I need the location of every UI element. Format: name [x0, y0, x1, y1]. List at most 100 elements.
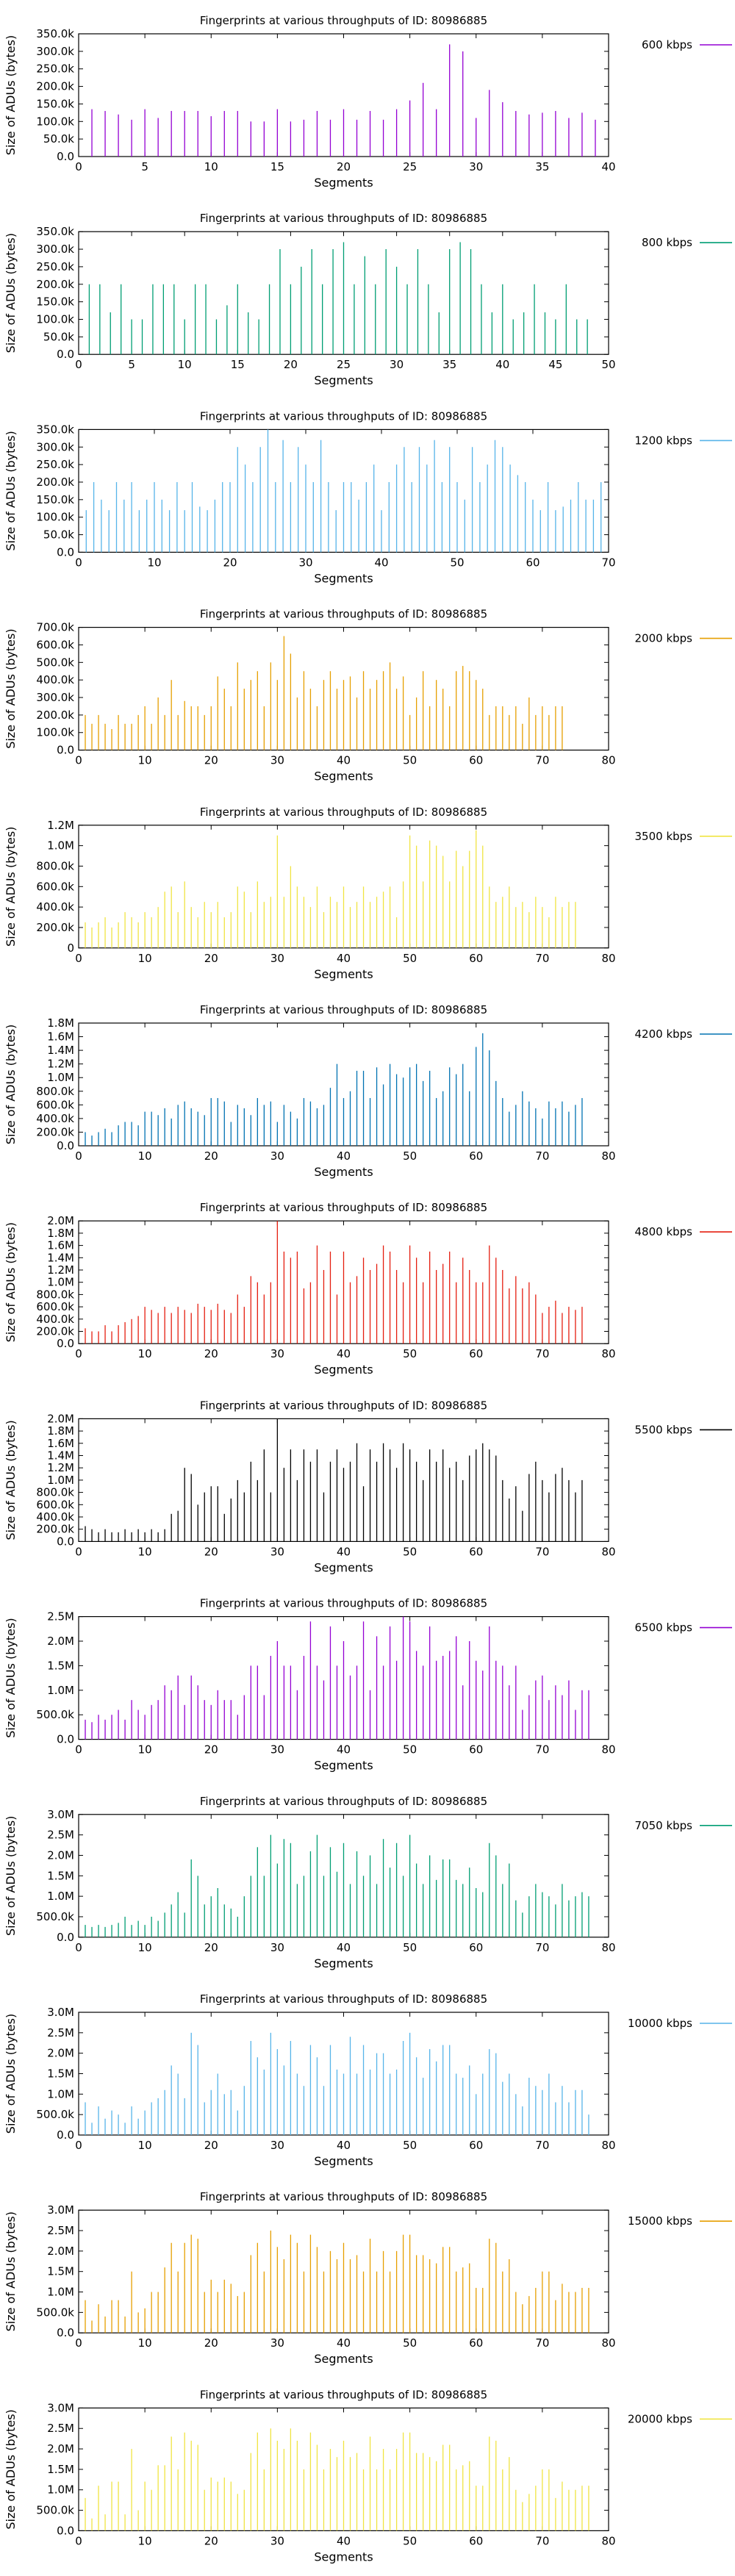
y-tick-label: 100.0k: [36, 511, 74, 524]
y-axis-label: Size of ADUs (bytes): [4, 1025, 18, 1144]
y-tick-label: 300.0k: [36, 243, 74, 256]
y-tick-label: 100.0k: [36, 312, 74, 326]
y-tick-label: 150.0k: [36, 97, 74, 110]
y-axis-label: Size of ADUs (bytes): [4, 431, 18, 550]
x-tick-label: 80: [601, 1941, 615, 1954]
x-tick-label: 50: [601, 358, 615, 371]
y-tick-label: 100.0k: [36, 726, 74, 739]
x-tick-label: 40: [337, 1347, 351, 1360]
y-tick-label: 3.0M: [47, 2203, 74, 2217]
y-tick-label: 1.4M: [47, 1449, 74, 1463]
y-tick-label: 0.0: [57, 2524, 74, 2537]
x-tick-label: 70: [535, 2139, 549, 2152]
chart-panel: Fingerprints at various throughputs of I…: [4, 1597, 732, 1773]
x-tick-label: 70: [535, 2534, 549, 2547]
x-tick-label: 10: [138, 1743, 152, 1757]
x-axis-label: Segments: [314, 1956, 373, 1970]
y-tick-label: 3.0M: [47, 2006, 74, 2019]
legend-label: 10000 kbps: [628, 2017, 692, 2030]
y-tick-label: 1.0M: [47, 2286, 74, 2299]
legend-label: 20000 kbps: [628, 2412, 692, 2425]
y-tick-label: 600.0k: [36, 1098, 74, 1111]
legend-label: 600 kbps: [642, 38, 692, 51]
x-tick-label: 10: [138, 2139, 152, 2152]
y-axis-label: Size of ADUs (bytes): [4, 628, 18, 748]
y-tick-label: 0.0: [57, 2128, 74, 2142]
legend-label: 6500 kbps: [635, 1621, 693, 1635]
x-tick-label: 10: [138, 952, 152, 965]
x-tick-label: 20: [204, 952, 218, 965]
legend-label: 5500 kbps: [635, 1423, 693, 1436]
x-tick-label: 20: [204, 2336, 218, 2350]
y-tick-label: 0.0: [57, 545, 74, 559]
x-tick-label: 70: [535, 1941, 549, 1954]
x-tick-label: 45: [548, 358, 562, 371]
y-tick-label: 1.8M: [47, 1424, 74, 1438]
x-tick-label: 60: [469, 1743, 483, 1757]
x-axis-label: Segments: [314, 176, 373, 190]
legend-label: 2000 kbps: [635, 632, 693, 645]
x-axis-label: Segments: [314, 2550, 373, 2564]
y-tick-label: 2.0M: [47, 2442, 74, 2455]
x-tick-label: 80: [601, 1743, 615, 1757]
y-tick-label: 1.6M: [47, 1239, 74, 1252]
x-axis-label: Segments: [314, 2154, 373, 2168]
y-tick-label: 1.8M: [47, 1227, 74, 1240]
y-axis-label: Size of ADUs (bytes): [4, 2014, 18, 2134]
y-tick-label: 100.0k: [36, 115, 74, 128]
y-tick-label: 350.0k: [36, 225, 74, 238]
x-tick-label: 80: [601, 754, 615, 767]
y-tick-label: 600.0k: [36, 880, 74, 893]
x-axis-label: Segments: [314, 2352, 373, 2366]
y-tick-label: 800.0k: [36, 1486, 74, 1499]
y-tick-label: 0.0: [57, 2326, 74, 2339]
chart-panel: Fingerprints at various throughputs of I…: [4, 2190, 732, 2366]
x-tick-label: 20: [204, 1347, 218, 1360]
x-tick-label: 0: [75, 1149, 82, 1163]
y-tick-label: 0.0: [57, 744, 74, 757]
chart-title: Fingerprints at various throughputs of I…: [200, 2190, 487, 2203]
chart-title: Fingerprints at various throughputs of I…: [200, 14, 487, 27]
x-tick-label: 80: [601, 2534, 615, 2547]
y-tick-label: 1.0M: [47, 1684, 74, 1697]
x-tick-label: 70: [535, 754, 549, 767]
y-tick-label: 600.0k: [36, 1300, 74, 1313]
x-tick-label: 70: [535, 952, 549, 965]
legend-label: 1200 kbps: [635, 434, 693, 447]
y-tick-label: 2.5M: [47, 1610, 74, 1624]
x-tick-label: 30: [298, 556, 312, 569]
y-tick-label: 500.0k: [36, 2504, 74, 2517]
x-tick-label: 70: [535, 1743, 549, 1757]
x-tick-label: 30: [270, 2534, 284, 2547]
y-tick-label: 0: [67, 941, 74, 955]
y-tick-label: 1.5M: [47, 2463, 74, 2476]
x-tick-label: 30: [270, 1545, 284, 1558]
y-tick-label: 1.0M: [47, 1071, 74, 1084]
y-axis-label: Size of ADUs (bytes): [4, 2409, 18, 2529]
x-tick-label: 70: [535, 1347, 549, 1360]
chart-title: Fingerprints at various throughputs of I…: [200, 212, 487, 225]
y-tick-label: 800.0k: [36, 1288, 74, 1301]
y-tick-label: 1.4M: [47, 1251, 74, 1264]
y-tick-label: 1.6M: [47, 1030, 74, 1044]
x-tick-label: 0: [75, 556, 82, 569]
y-tick-label: 500.0k: [36, 1910, 74, 1923]
y-tick-label: 1.0M: [47, 1474, 74, 1487]
x-tick-label: 70: [535, 1545, 549, 1558]
x-tick-label: 25: [403, 160, 417, 173]
chart-title: Fingerprints at various throughputs of I…: [200, 806, 487, 819]
chart-panel: Fingerprints at various throughputs of I…: [4, 1003, 732, 1179]
x-tick-label: 60: [469, 952, 483, 965]
x-tick-label: 40: [337, 754, 351, 767]
y-tick-label: 50.0k: [43, 528, 74, 542]
x-tick-label: 10: [147, 556, 161, 569]
x-tick-label: 60: [469, 1941, 483, 1954]
y-tick-label: 200.0k: [36, 921, 74, 934]
chart-panel: Fingerprints at various throughputs of I…: [4, 1201, 732, 1377]
chart-title: Fingerprints at various throughputs of I…: [200, 409, 487, 423]
legend-label: 7050 kbps: [635, 1819, 693, 1832]
y-tick-label: 250.0k: [36, 458, 74, 471]
y-tick-label: 200.0k: [36, 1523, 74, 1536]
x-tick-label: 40: [337, 2336, 351, 2350]
x-tick-label: 0: [75, 1347, 82, 1360]
